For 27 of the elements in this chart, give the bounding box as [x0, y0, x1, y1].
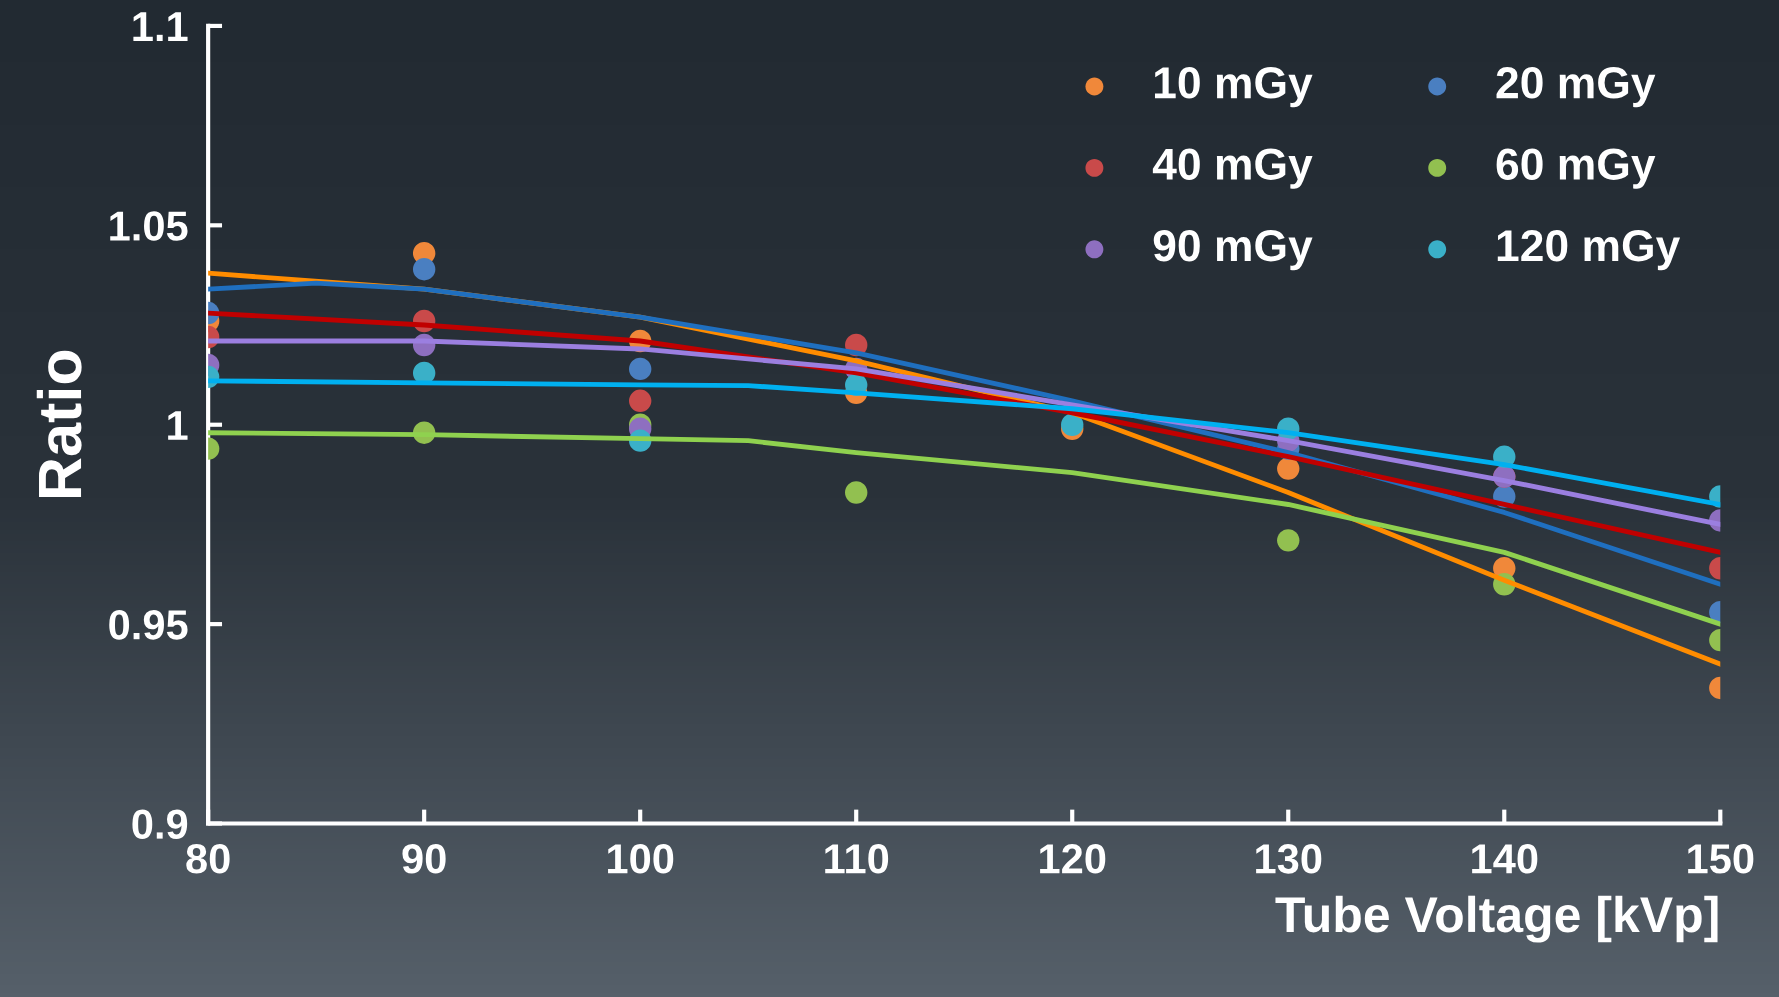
y-tick-label: 0.95	[109, 610, 188, 640]
legend-label: 60 mGy	[1496, 148, 1656, 189]
x-tick-label: 110	[825, 844, 889, 874]
y-tick-label: 1.05	[110, 211, 188, 241]
legend-label: 10 mGy	[1154, 67, 1313, 108]
y-axis-title: Ratio	[36, 350, 82, 498]
point	[1277, 529, 1300, 552]
y-tick-label: 1.1	[133, 12, 188, 42]
x-axis-title: Tube Voltage [kVp]	[1275, 895, 1718, 943]
legend-label: 20 mGy	[1496, 67, 1656, 108]
point	[628, 357, 652, 381]
point	[1277, 457, 1300, 480]
x-tick-label: 90	[402, 844, 446, 874]
x-tick-label: 130	[1256, 844, 1322, 874]
legend-label: 90 mGy	[1153, 229, 1313, 271]
point	[845, 481, 868, 504]
y-tick-label: 1	[168, 411, 188, 440]
x-tick-label: 120	[1040, 844, 1106, 874]
legend-label: 40 mGy	[1152, 148, 1313, 189]
point	[628, 389, 652, 412]
x-tick-label: 140	[1472, 844, 1538, 874]
x-tick-label: 80	[186, 844, 230, 874]
legend-label: 120 mGy	[1497, 229, 1681, 271]
x-tick-label: 100	[608, 844, 674, 874]
point	[412, 257, 436, 281]
y-tick-label: 0.9	[132, 809, 188, 840]
x-tick-label: 150	[1688, 844, 1754, 874]
